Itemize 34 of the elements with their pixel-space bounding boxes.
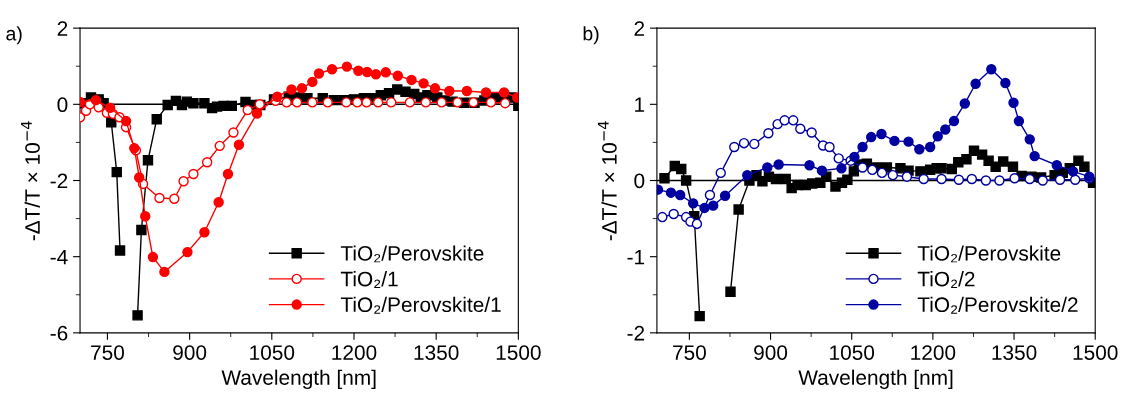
x-tick-label: 1200: [911, 345, 956, 360]
y-tick-label: -4: [50, 249, 68, 265]
legend-label: TiO₂/Perovskite/2: [917, 296, 1078, 314]
x-tick-label: 750: [91, 345, 124, 360]
y-axis-title: -ΔT/T × 10$^{−4}$: [597, 121, 617, 241]
chart-title: a): [6, 26, 22, 45]
x-tick-label: 1350: [414, 345, 459, 360]
y-tick-label: 2: [634, 21, 645, 36]
y-axis-title: -ΔT/T × 10$^{−4}$: [21, 121, 40, 241]
x-axis-title: Wavelength [nm]: [221, 369, 376, 390]
x-tick-label: 1200: [332, 345, 377, 360]
y-tick-label: 1: [635, 97, 645, 112]
y-tick-label: -2: [50, 173, 68, 189]
chart-title: b): [583, 26, 599, 45]
x-tick-label: 1350: [992, 345, 1037, 360]
legend-label: TiO₂/Perovskite: [340, 245, 484, 263]
x-tick-label: 1500: [496, 345, 541, 360]
y-tick-label: 0: [634, 173, 645, 189]
x-tick-label: 750: [673, 345, 706, 360]
y-tick-label: 2: [57, 21, 68, 36]
y-tick-label: -1: [627, 249, 645, 265]
x-tick-label: 1050: [830, 345, 875, 360]
y-tick-label: 0: [57, 97, 68, 113]
x-tick-label: 1050: [250, 345, 295, 360]
y-tick-label: -6: [50, 325, 68, 341]
x-tick-label: 900: [754, 345, 788, 360]
x-axis-title: Wavelength [nm]: [798, 369, 953, 390]
legend-label: TiO₂/Perovskite: [917, 245, 1061, 263]
legend-label: TiO₂/1: [340, 271, 398, 288]
x-tick-label: 1500: [1073, 345, 1118, 360]
legend-label: TiO₂/Perovskite/1: [340, 296, 501, 314]
y-tick-label: -2: [627, 325, 645, 341]
x-tick-label: 900: [173, 345, 207, 360]
legend-label: TiO₂/2: [917, 271, 975, 288]
